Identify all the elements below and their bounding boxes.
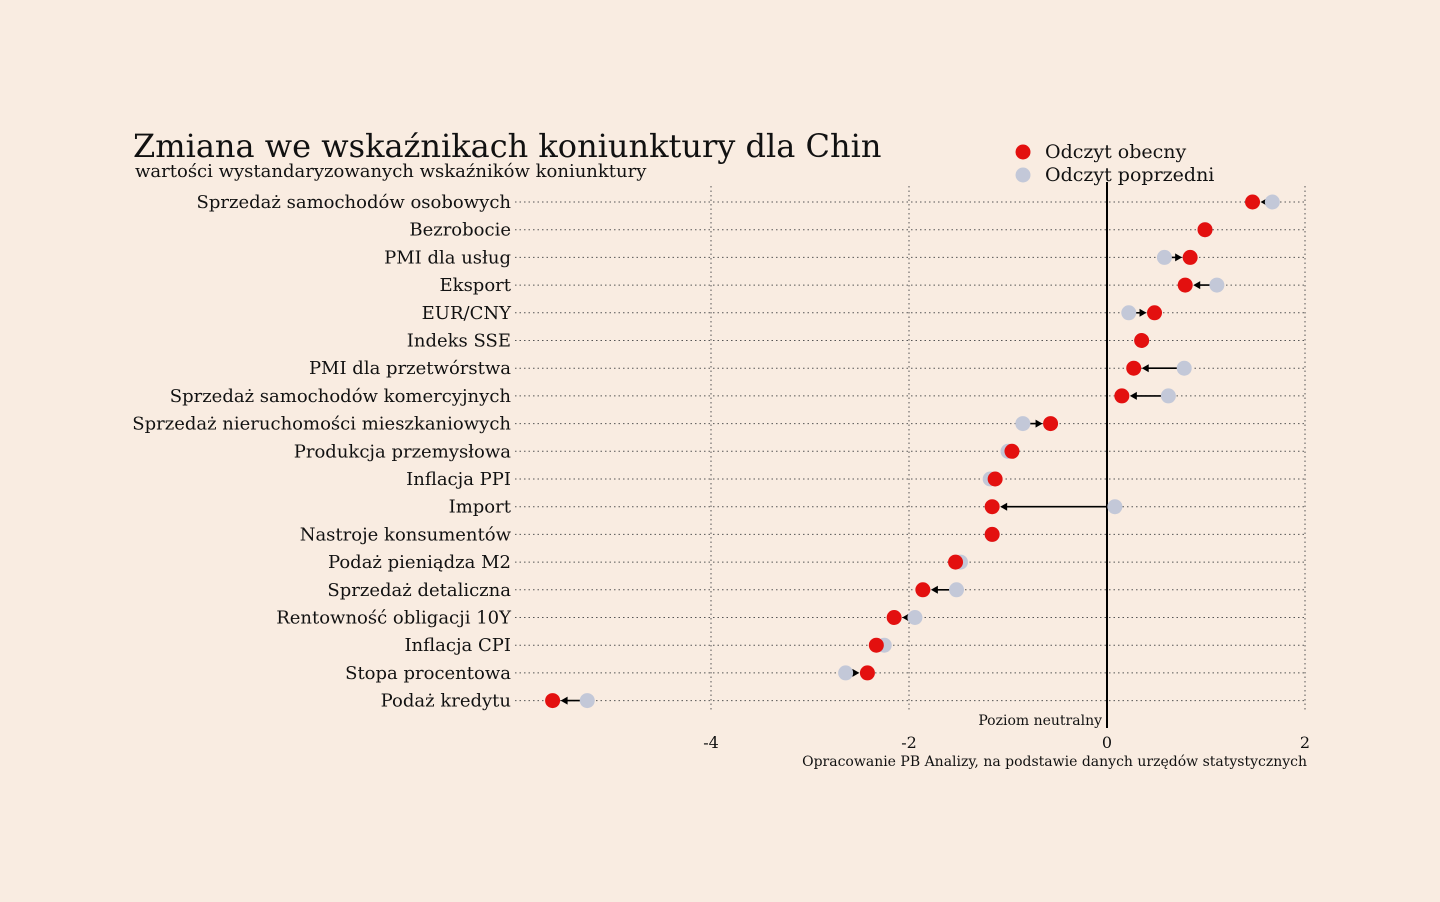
chart-title: Zmiana we wskaźnikach koniunktury dla Ch… — [133, 127, 881, 165]
point-current — [987, 471, 1003, 487]
point-current — [886, 610, 902, 625]
category-label: Indeks SSE — [407, 331, 511, 352]
change-arrow-head — [852, 668, 860, 677]
category-label: Rentowność obligacji 10Y — [276, 608, 512, 629]
point-current — [1126, 360, 1142, 376]
point-current — [1177, 277, 1193, 293]
point-previous — [579, 693, 595, 709]
current-points — [545, 194, 1261, 709]
category-label: Sprzedaż samochodów komercyjnych — [170, 386, 512, 407]
category-label: Import — [449, 497, 512, 518]
point-previous — [1160, 388, 1176, 404]
point-current — [984, 526, 1000, 542]
point-current — [1004, 443, 1020, 459]
point-current — [868, 637, 884, 653]
point-previous — [907, 610, 923, 625]
point-current — [1043, 416, 1059, 432]
category-label: Podaż pieniądza M2 — [328, 552, 511, 573]
point-previous — [1209, 277, 1225, 293]
point-previous — [1156, 249, 1172, 265]
point-previous — [1015, 416, 1031, 432]
point-previous — [838, 665, 854, 681]
legend-marker-current — [1015, 144, 1031, 160]
category-label: Inflacja PPI — [406, 469, 511, 490]
legend-label-previous: Odczyt poprzedni — [1045, 164, 1214, 186]
point-current — [1114, 388, 1130, 404]
category-label: Eksport — [440, 275, 512, 296]
change-arrow-head — [930, 585, 938, 594]
chart-subtitle: wartości wystandaryzowanych wskaźników k… — [135, 161, 647, 182]
change-arrow-head — [1141, 364, 1149, 373]
change-arrow-head — [1193, 281, 1201, 290]
change-arrow-head — [902, 613, 910, 622]
change-arrow-head — [560, 696, 568, 705]
category-label: Inflacja CPI — [404, 635, 511, 656]
point-current — [859, 665, 875, 681]
point-current — [1147, 305, 1163, 321]
category-label: Stopa procentowa — [345, 663, 511, 684]
point-current — [948, 554, 964, 570]
point-previous — [1121, 305, 1137, 321]
point-previous — [1176, 360, 1192, 376]
category-label: PMI dla usług — [384, 247, 511, 268]
point-current — [1197, 222, 1213, 238]
category-label: Sprzedaż nieruchomości mieszkaniowych — [132, 414, 511, 435]
change-arrow-head — [1000, 502, 1008, 511]
point-previous — [949, 582, 965, 598]
x-tick-label: 2 — [1300, 733, 1310, 752]
point-current — [1134, 333, 1150, 348]
point-previous — [1107, 499, 1123, 515]
legend-marker-previous — [1015, 167, 1031, 183]
change-arrow-head — [1035, 419, 1043, 428]
category-label: Sprzedaż detaliczna — [327, 580, 511, 601]
gridlines — [515, 186, 1306, 712]
x-tick-label: -2 — [901, 733, 917, 752]
x-axis-ticks: -4 -2 0 2 — [703, 733, 1310, 752]
point-current — [545, 693, 561, 709]
category-label: Podaż kredytu — [381, 691, 511, 712]
point-current — [984, 499, 1000, 515]
category-label: Bezrobocie — [409, 220, 511, 241]
source-note: Opracowanie PB Analizy, na podstawie dan… — [802, 754, 1307, 770]
point-current — [915, 582, 931, 598]
category-label: EUR/CNY — [422, 303, 512, 324]
point-current — [1182, 249, 1198, 265]
x-tick-label: 0 — [1102, 733, 1112, 752]
x-tick-label: -4 — [703, 733, 719, 752]
point-current — [1245, 194, 1261, 210]
change-arrow-head — [1129, 391, 1137, 400]
category-label: PMI dla przetwórstwa — [309, 358, 511, 379]
category-label: Nastroje konsumentów — [300, 524, 512, 545]
point-previous — [1264, 194, 1280, 210]
change-arrow-head — [1175, 253, 1183, 262]
category-label: Produkcja przemysłowa — [294, 441, 512, 462]
neutral-label: Poziom neutralny — [978, 713, 1102, 729]
legend: Odczyt obecny Odczyt poprzedni — [1015, 141, 1214, 186]
change-arrow-head — [1139, 308, 1147, 317]
category-label: Sprzedaż samochodów osobowych — [197, 192, 512, 213]
category-labels: Sprzedaż samochodów osobowych Bezrobocie P… — [132, 192, 512, 712]
legend-label-current: Odczyt obecny — [1045, 141, 1187, 163]
